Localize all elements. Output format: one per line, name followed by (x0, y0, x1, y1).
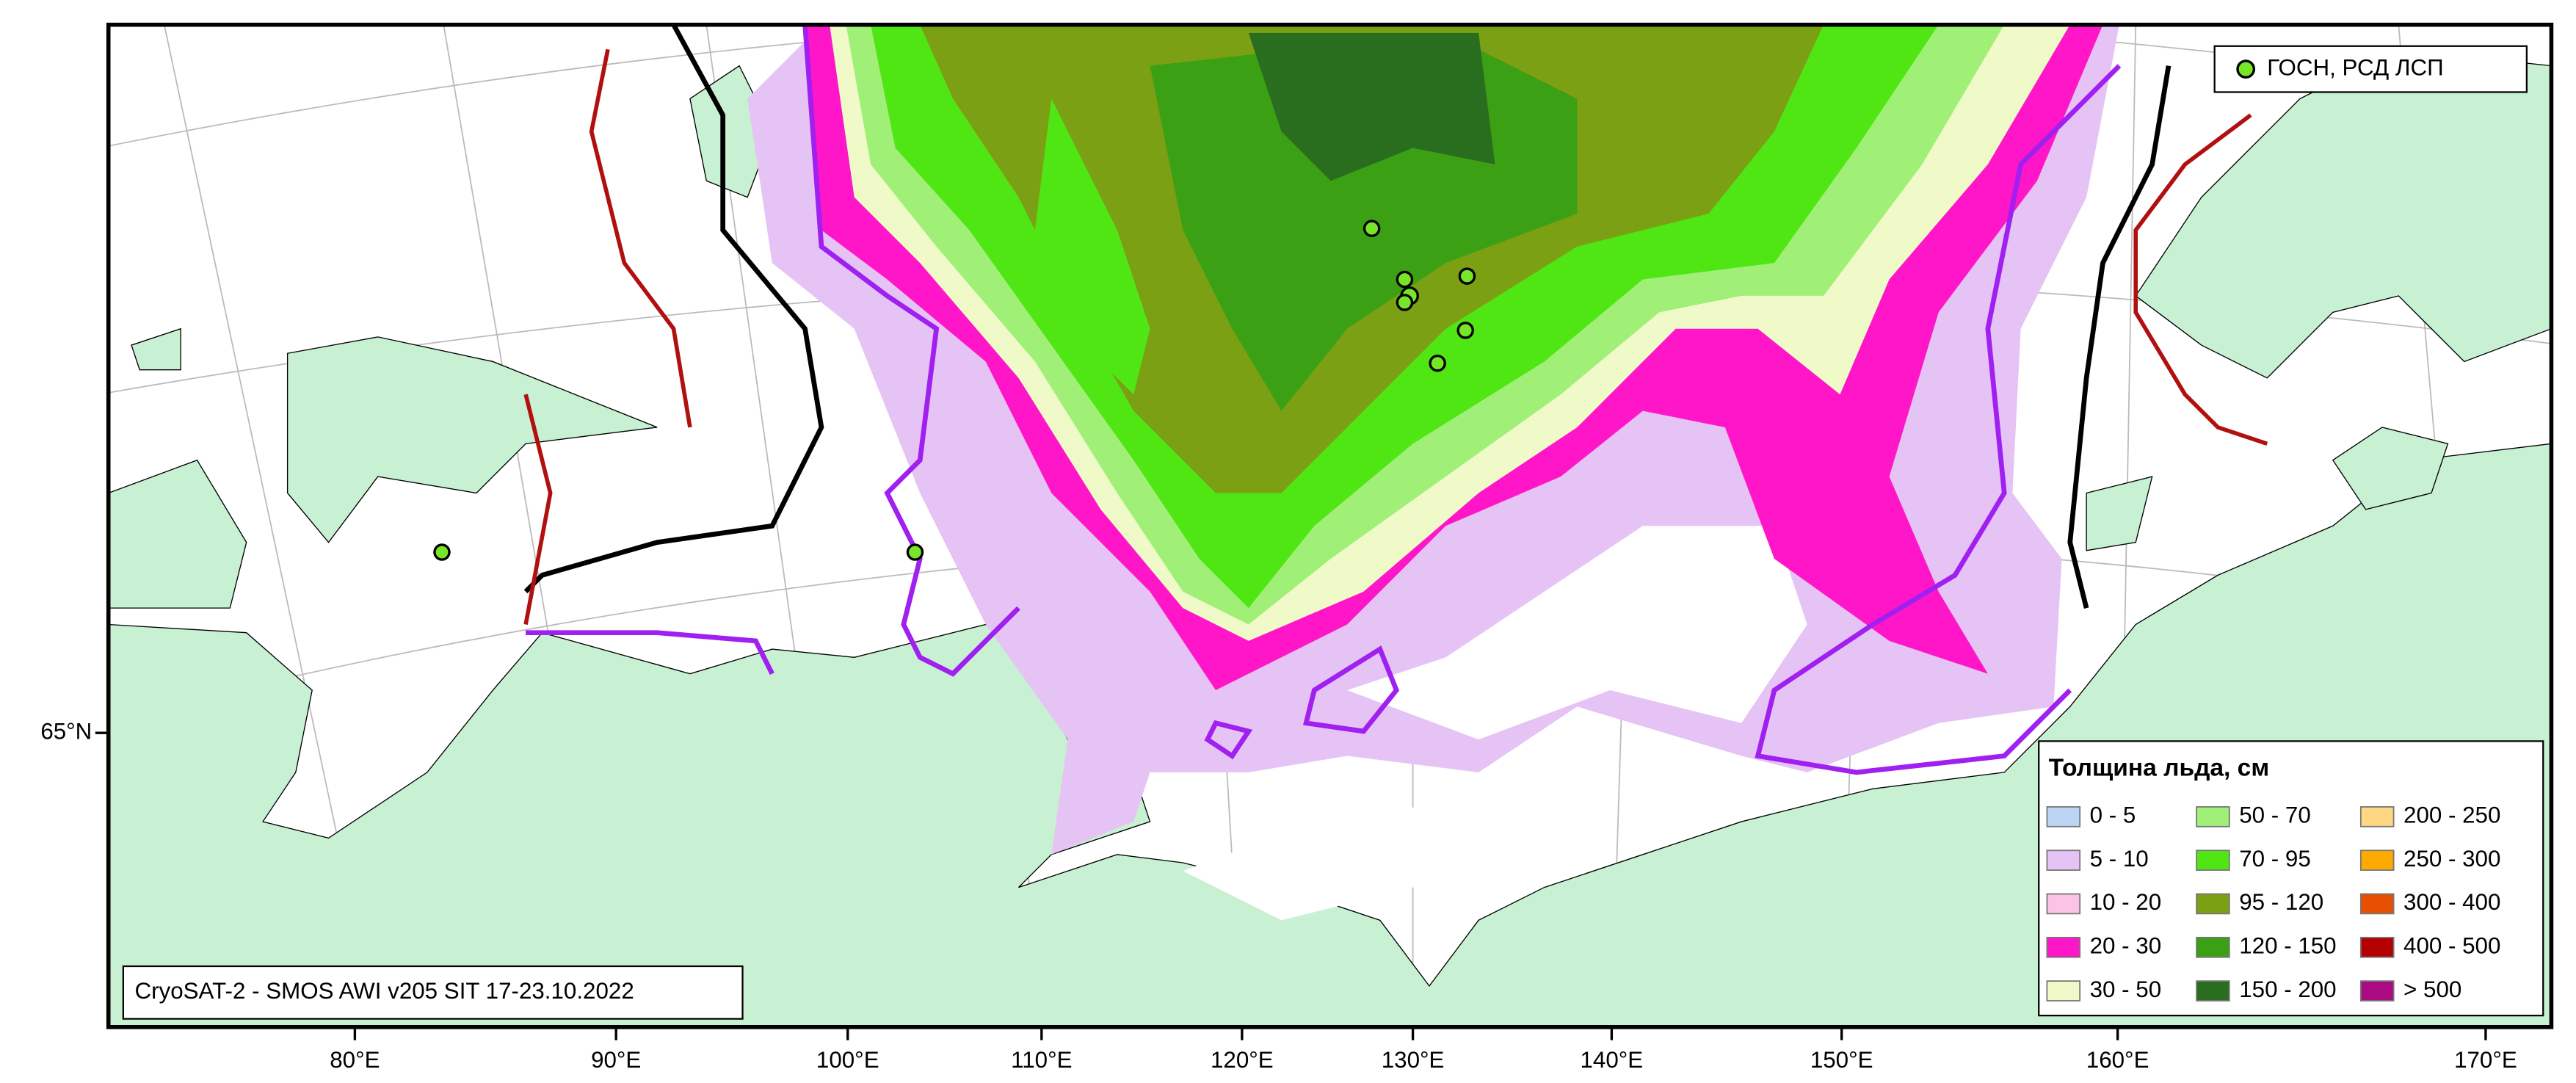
legend-label: 400 - 500 (2403, 933, 2500, 959)
lon-label: 110°E (1011, 1047, 1072, 1073)
legend-swatch (2046, 936, 2081, 958)
legend-box (2038, 740, 2544, 1017)
legend-swatch (2046, 980, 2081, 1001)
legend-swatch (2046, 850, 2081, 871)
point-legend-label: ГОСН, РСД ЛСП (2267, 54, 2443, 80)
legend-label: > 500 (2403, 977, 2461, 1002)
point-legend-box (2213, 45, 2528, 93)
legend-label: 5 - 10 (2090, 846, 2149, 872)
legend-items: 0 - 5 5 - 10 10 - 20 20 - 30 30 - 50 50 - 70 7… (2046, 803, 2500, 1002)
map-body (108, 24, 2552, 1027)
legend-label: 20 - 30 (2090, 933, 2162, 959)
legend-label: 120 - 150 (2239, 933, 2336, 959)
lon-label: 170°E (2454, 1047, 2517, 1073)
lat-label: 65°N (40, 718, 92, 744)
lon-label: 130°E (1382, 1047, 1445, 1073)
map-frame (106, 22, 2554, 1029)
lon-label: 140°E (1581, 1047, 1644, 1073)
legend-title: Толщина льда, см (2049, 754, 2270, 781)
legend-swatch (2196, 850, 2230, 871)
legend-label: 250 - 300 (2403, 846, 2500, 872)
legend-label: 10 - 20 (2090, 889, 2162, 915)
lon-label: 160°E (2086, 1047, 2149, 1073)
lon-label: 100°E (816, 1047, 879, 1073)
legend-swatch (2359, 980, 2395, 1001)
lon-label: 150°E (1810, 1047, 1873, 1073)
lon-label: 120°E (1211, 1047, 1274, 1073)
legend-swatch (2046, 893, 2081, 915)
ice-thickness (747, 24, 2119, 921)
legend-label: 95 - 120 (2239, 889, 2323, 915)
legend-swatch (2046, 806, 2081, 827)
longitude-labels: 80°E 90°E 100°E 110°E 120°E 130°E 140°E 150°E 16… (330, 1026, 2517, 1073)
legend-swatch (2359, 936, 2395, 958)
legend-swatch (2196, 980, 2230, 1001)
source-label: CryoSAT-2 - SMOS AWI v205 SIT 17-23.10.2… (135, 978, 634, 1004)
lon-label: 90°E (591, 1047, 641, 1073)
legend-swatch (2196, 806, 2230, 827)
legend-swatch (2359, 806, 2395, 827)
legend-label: 200 - 250 (2403, 803, 2500, 828)
legend-label: 150 - 200 (2239, 977, 2336, 1002)
legend-swatch (2196, 893, 2230, 915)
lon-label: 80°E (330, 1047, 380, 1073)
legend-label: 300 - 400 (2403, 889, 2500, 915)
legend-label: 0 - 5 (2090, 803, 2136, 828)
ice-edge-lines (523, 24, 2268, 775)
legend-swatch (2196, 936, 2230, 958)
legend-label: 30 - 50 (2090, 977, 2162, 1002)
point-legend-symbol (2236, 59, 2256, 79)
legend-swatch (2359, 850, 2395, 871)
legend-label: 70 - 95 (2239, 846, 2311, 872)
stations (433, 220, 1476, 561)
legend-label: 50 - 70 (2239, 803, 2311, 828)
legend-swatch (2359, 893, 2395, 915)
source-box (122, 965, 744, 1020)
